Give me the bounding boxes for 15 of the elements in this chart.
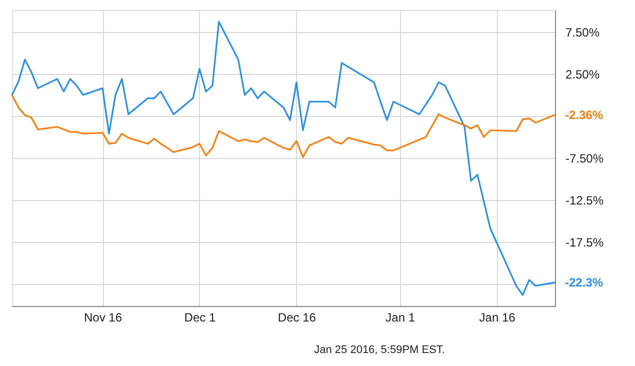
text: Jan 25 2016, 5:59PM EST. [314,344,445,356]
y-tick-label: -12.5% [566,194,604,208]
line-series [11,20,556,296]
x-tick-label: Dec 16 [278,310,316,324]
y-tick-label: -7.50% [566,152,604,166]
y-tick-label: 7.50% [566,25,600,40]
x-tick-label: Jan 1 [386,310,416,324]
x-tick-label: Dec 1 [184,310,216,324]
annotation: -2.36% [565,108,604,122]
x-tick-label: Jan 16 [479,310,516,324]
x-tick-label: Nov 16 [84,310,122,324]
annotation: -22.3% [565,275,604,290]
y-tick-label: 2.50% [566,67,600,82]
y-tick-label: -17.5% [566,236,604,250]
line-series [11,94,556,158]
